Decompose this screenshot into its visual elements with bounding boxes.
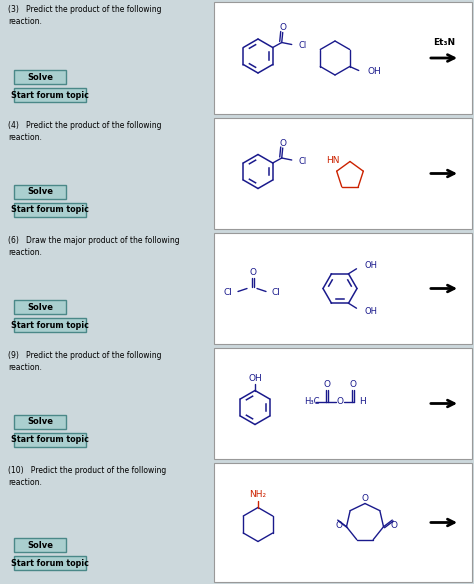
FancyBboxPatch shape (14, 300, 66, 314)
FancyBboxPatch shape (14, 70, 66, 84)
Text: Cl: Cl (299, 41, 307, 50)
FancyBboxPatch shape (14, 185, 66, 199)
Text: O: O (335, 520, 342, 530)
Text: H: H (359, 397, 366, 406)
Text: Solve: Solve (27, 72, 53, 82)
Text: OH: OH (368, 67, 382, 76)
FancyBboxPatch shape (14, 433, 86, 447)
Text: Cl: Cl (223, 288, 232, 297)
Text: (3)   Predict the product of the following
reaction.: (3) Predict the product of the following… (8, 5, 162, 26)
FancyBboxPatch shape (214, 463, 472, 582)
Text: OH: OH (365, 307, 377, 316)
FancyBboxPatch shape (214, 118, 472, 229)
Text: Solve: Solve (27, 418, 53, 426)
Text: (6)   Draw the major product of the following
reaction.: (6) Draw the major product of the follow… (8, 236, 180, 257)
Text: HN: HN (327, 156, 340, 165)
Text: O: O (337, 397, 344, 406)
Text: O: O (349, 380, 356, 389)
FancyBboxPatch shape (14, 203, 86, 217)
Text: Start forum topic: Start forum topic (11, 206, 89, 214)
Text: O: O (279, 138, 286, 148)
FancyBboxPatch shape (14, 538, 66, 552)
FancyBboxPatch shape (214, 348, 472, 459)
Text: NH₂: NH₂ (249, 490, 266, 499)
Text: Start forum topic: Start forum topic (11, 558, 89, 568)
Text: Start forum topic: Start forum topic (11, 321, 89, 329)
FancyBboxPatch shape (214, 233, 472, 344)
Text: OH: OH (365, 261, 377, 270)
Text: H₃C: H₃C (304, 397, 319, 406)
Text: O: O (362, 494, 368, 503)
Text: (4)   Predict the product of the following
reaction.: (4) Predict the product of the following… (8, 121, 162, 142)
Text: O: O (279, 23, 286, 32)
Text: OH: OH (248, 374, 262, 383)
Text: O: O (323, 380, 330, 389)
FancyBboxPatch shape (14, 556, 86, 570)
Text: O: O (391, 520, 398, 530)
Text: Solve: Solve (27, 187, 53, 196)
Text: Et₃N: Et₃N (433, 38, 455, 47)
FancyBboxPatch shape (214, 2, 472, 114)
Text: Solve: Solve (27, 541, 53, 550)
FancyBboxPatch shape (14, 318, 86, 332)
Text: Cl: Cl (299, 157, 307, 165)
Text: (10)   Predict the product of the following
reaction.: (10) Predict the product of the followin… (8, 466, 166, 487)
FancyBboxPatch shape (14, 415, 66, 429)
Text: Start forum topic: Start forum topic (11, 436, 89, 444)
Text: Cl: Cl (272, 288, 281, 297)
Text: O: O (249, 268, 256, 277)
FancyBboxPatch shape (14, 88, 86, 102)
Text: Start forum topic: Start forum topic (11, 91, 89, 99)
Text: Solve: Solve (27, 303, 53, 311)
Text: (9)   Predict the product of the following
reaction.: (9) Predict the product of the following… (8, 351, 162, 372)
